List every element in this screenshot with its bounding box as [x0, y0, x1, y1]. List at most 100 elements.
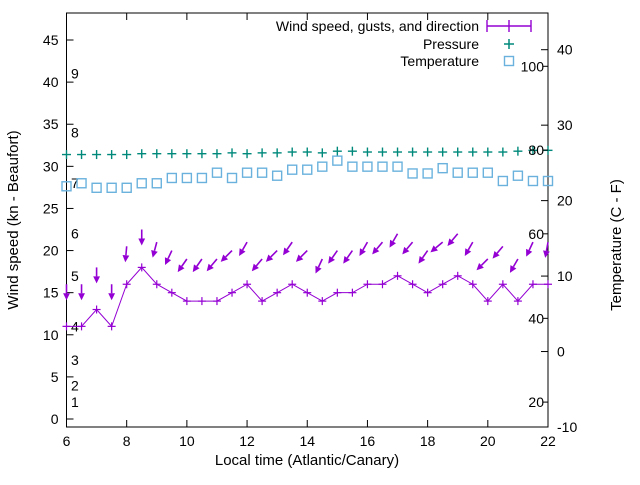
beaufort-label: 1: [71, 394, 79, 410]
y-left-tick-label: 20: [43, 243, 59, 259]
gust-arrow-shaft: [496, 245, 504, 254]
legend-label-wind: Wind speed, gusts, and direction: [276, 18, 479, 34]
gust-arrow-shaft: [255, 258, 263, 267]
x-tick-label: 6: [63, 433, 71, 449]
gust-arrow-head: [430, 245, 438, 253]
gust-arrow-head: [372, 246, 380, 255]
fahrenheit-label: 60: [528, 226, 544, 242]
gust-arrow-head: [476, 262, 484, 271]
fahrenheit-label: 80: [528, 142, 544, 158]
legend-label-temperature: Temperature: [400, 53, 479, 69]
y-left-tick-label: 35: [43, 116, 59, 132]
x-tick-label: 16: [360, 433, 376, 449]
temperature-point: [106, 182, 117, 193]
gust-arrow-shaft: [300, 249, 308, 258]
wind-speed-series: [62, 263, 552, 331]
gust-arrow-shaft: [317, 258, 324, 268]
temperature-point: [287, 164, 298, 175]
gust-arrow-shaft: [421, 250, 429, 259]
gust-arrow-head: [108, 293, 116, 301]
temperature-point: [241, 167, 253, 178]
legend-square-icon: [503, 55, 515, 67]
gust-arrow-shaft: [167, 250, 173, 260]
gust-arrow-head: [164, 257, 172, 266]
y-right-tick-label: 0: [557, 344, 565, 360]
gust-arrow-shaft: [545, 241, 549, 252]
temperature-point: [271, 170, 283, 181]
gust-arrow-head: [343, 255, 351, 264]
gust-arrow-shaft: [467, 241, 474, 251]
gust-arrow-shaft: [181, 258, 188, 267]
temperature-point: [467, 167, 478, 178]
temperature-point: [542, 175, 554, 187]
gust-arrow-head: [492, 251, 500, 259]
gust-arrow-shaft: [241, 241, 248, 251]
gust-arrow-head: [283, 247, 290, 256]
y-right-axis-title: Temperature (C - F): [608, 179, 625, 311]
x-tick-label: 10: [179, 433, 195, 449]
gust-arrow-head: [122, 255, 130, 263]
gust-arrow-shaft: [210, 258, 218, 267]
gust-arrow-head: [543, 250, 550, 258]
legend-plus-icon: [504, 39, 514, 49]
gust-arrow-shaft: [346, 250, 354, 259]
fahrenheit-scale-labels: 20 40 60 80 100: [521, 58, 548, 410]
gust-arrow-head: [265, 254, 274, 262]
y-left-tick-label: 15: [43, 285, 59, 301]
gust-arrow-head: [239, 248, 246, 256]
temperature-point: [377, 161, 388, 172]
gust-arrow-shaft: [528, 241, 534, 251]
gust-arrow-shaft: [512, 258, 519, 268]
temperature-point: [61, 181, 72, 192]
y-left-tick-label: 0: [51, 411, 59, 427]
gust-arrow-shaft: [331, 250, 338, 259]
plot-border: [66, 12, 549, 428]
y-left-axis-ticks: 0 5 10 15 20 25 30 35 40 45: [43, 32, 74, 427]
temperature-point: [121, 182, 132, 193]
temperature-point: [392, 161, 403, 172]
gust-arrow-shaft: [153, 241, 158, 252]
gust-arrow-head: [177, 264, 185, 273]
gust-arrow-shaft: [392, 233, 399, 242]
gust-arrow-shaft: [376, 241, 384, 250]
gust-arrow-head: [447, 238, 455, 246]
temperature-point: [512, 170, 524, 181]
beaufort-label: 6: [71, 226, 79, 242]
gust-direction-arrows: [63, 229, 550, 301]
temperature-point: [317, 161, 328, 172]
temperature-point: [407, 168, 418, 179]
gust-arrow-shaft: [125, 246, 128, 256]
wind-speed-line: [66, 266, 548, 328]
gust-arrow-head: [526, 248, 533, 257]
gust-arrow-head: [78, 293, 85, 301]
temperature-point: [452, 167, 463, 178]
gust-arrow-head: [206, 263, 214, 272]
gust-arrow-shaft: [406, 241, 414, 250]
fahrenheit-label: 40: [528, 310, 544, 326]
beaufort-label: 7: [71, 175, 79, 191]
gust-arrow-head: [402, 246, 410, 255]
gust-arrow-shaft: [286, 241, 293, 250]
temperature-point: [362, 161, 373, 172]
x-tick-label: 12: [239, 433, 255, 449]
temperature-point: [497, 175, 509, 187]
y-left-tick-label: 40: [43, 74, 59, 90]
x-axis-ticks: 6 8 10 12 14 16 18 20 22: [63, 13, 556, 449]
gust-arrow-shaft: [451, 233, 459, 242]
fahrenheit-label: 20: [528, 394, 544, 410]
y-right-tick-label: 20: [557, 193, 573, 209]
beaufort-label: 8: [71, 125, 79, 141]
temperature-point: [196, 172, 208, 184]
gust-arrow-shaft: [225, 249, 233, 258]
y-left-axis-title: Wind speed (kn - Beaufort): [5, 130, 22, 309]
gust-arrow-shaft: [270, 249, 278, 258]
y-right-axis-ticks: -10 0 10 20 30 40: [541, 42, 577, 435]
x-tick-label: 18: [420, 433, 436, 449]
temperature-point: [136, 178, 147, 189]
pressure-series: [62, 145, 553, 160]
x-axis-title: Local time (Atlantic/Canary): [215, 452, 399, 469]
temperature-point: [91, 182, 102, 193]
gust-arrow-head: [359, 248, 366, 256]
temperature-point: [151, 178, 162, 189]
